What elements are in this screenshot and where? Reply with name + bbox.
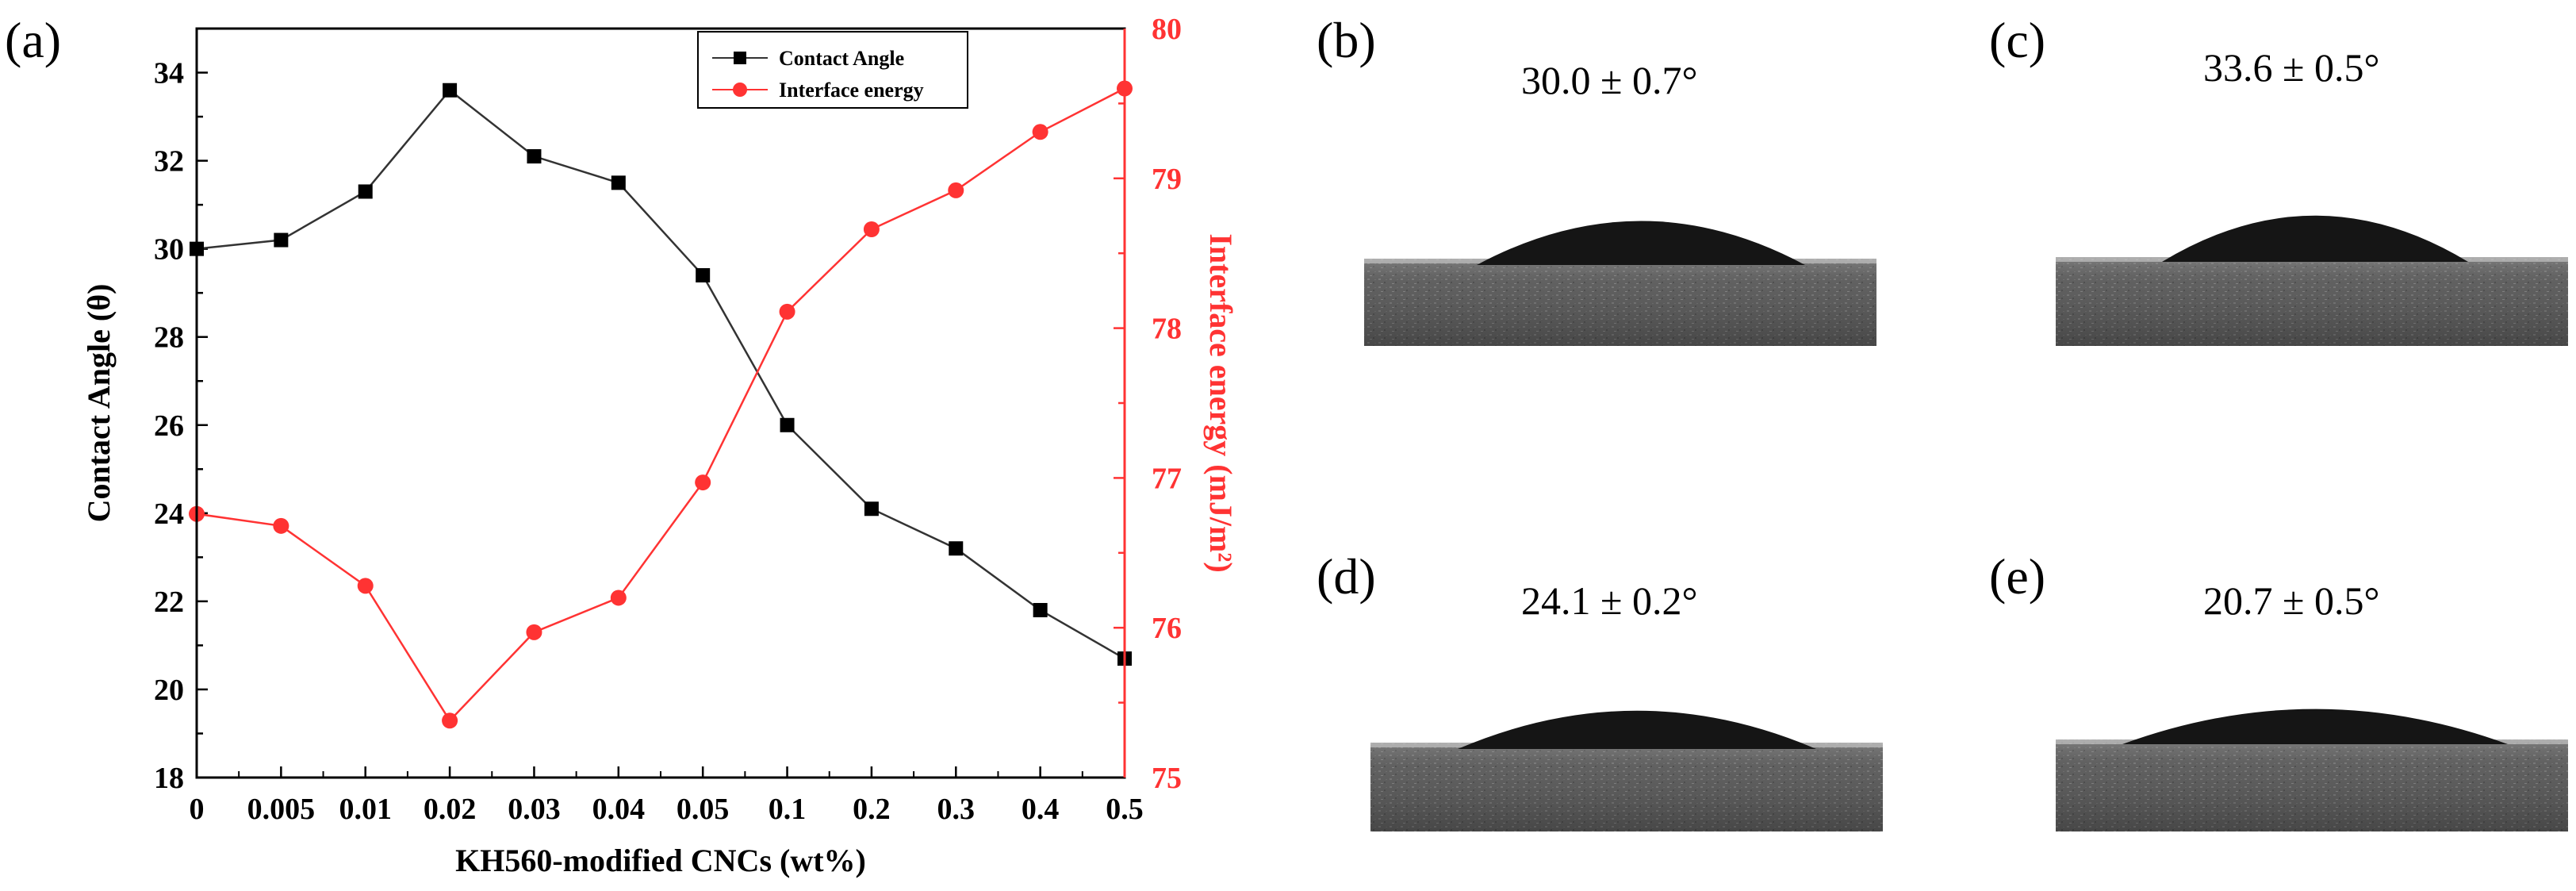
angle-label-d: 24.1 ± 0.2° bbox=[1521, 578, 1697, 623]
series-line-interface-energy bbox=[196, 87, 1125, 723]
series-layer bbox=[189, 80, 1133, 729]
right-tick-label: 77 bbox=[1152, 462, 1182, 495]
droplet-c bbox=[2162, 215, 2468, 262]
point-contact-angle bbox=[1033, 602, 1048, 617]
point-interface-energy bbox=[1032, 124, 1048, 140]
point-interface-energy bbox=[610, 590, 627, 606]
panel-label-e: (e) bbox=[1989, 548, 2045, 605]
right-tick-label: 80 bbox=[1152, 13, 1182, 46]
point-contact-angle bbox=[780, 417, 795, 432]
right-axis-ticks: 75 76 77 78 79 80 bbox=[1114, 13, 1182, 795]
left-tick-label: 20 bbox=[154, 674, 184, 707]
x-tick-label: 0.05 bbox=[677, 793, 730, 826]
point-contact-angle bbox=[949, 541, 964, 556]
point-contact-angle bbox=[864, 501, 879, 517]
right-tick-label: 78 bbox=[1152, 313, 1182, 346]
point-contact-angle bbox=[696, 267, 711, 282]
angle-label-b: 30.0 ± 0.7° bbox=[1521, 58, 1697, 102]
x-tick-label: 0.2 bbox=[853, 793, 891, 826]
right-axis-title: Interface energy (mJ/m²) bbox=[1203, 233, 1239, 572]
x-tick-label: 0.5 bbox=[1106, 793, 1144, 826]
point-interface-energy bbox=[357, 578, 374, 594]
point-contact-angle bbox=[358, 184, 373, 199]
droplet-b bbox=[1477, 221, 1805, 265]
droplet-image-d bbox=[1370, 710, 1883, 831]
right-tick-label: 79 bbox=[1152, 163, 1182, 196]
droplet-panel-d: (d) 24.1 ± 0.2° bbox=[1317, 548, 1883, 831]
droplet-panel-b: (b) 30.0 ± 0.7° bbox=[1317, 12, 1876, 346]
legend-marker-contact-angle bbox=[734, 52, 746, 64]
point-contact-angle bbox=[527, 149, 542, 164]
point-interface-energy bbox=[273, 517, 289, 534]
x-axis-title: KH560-modified CNCs (wt%) bbox=[455, 843, 866, 878]
chart-a: 18 20 22 24 26 28 30 32 34 75 76 77 78 79 80 0 0.005 0.… bbox=[81, 13, 1239, 878]
x-tick-label: 0.1 bbox=[769, 793, 807, 826]
point-interface-energy bbox=[948, 182, 964, 198]
panel-label-d: (d) bbox=[1317, 548, 1376, 605]
x-tick-label: 0.3 bbox=[937, 793, 976, 826]
legend: Contact Angle Interface energy bbox=[697, 31, 968, 109]
left-tick-label: 34 bbox=[154, 57, 184, 90]
droplet-panel-e: (e) 20.7 ± 0.5° bbox=[1989, 548, 2568, 831]
substrate-shade-b bbox=[1364, 259, 1876, 346]
substrate-shade-d bbox=[1370, 743, 1883, 831]
left-tick-label: 28 bbox=[154, 321, 184, 355]
droplet-image-e bbox=[2056, 709, 2568, 831]
x-tick-label: 0.04 bbox=[592, 793, 646, 826]
legend-marker-interface-energy bbox=[733, 83, 747, 97]
left-tick-label: 32 bbox=[154, 145, 184, 179]
left-axis-ticks: 18 20 22 24 26 28 30 32 34 bbox=[154, 27, 208, 795]
point-interface-energy bbox=[526, 624, 542, 640]
x-tick-label: 0.01 bbox=[339, 793, 392, 826]
point-interface-energy bbox=[863, 221, 880, 237]
droplet-image-b bbox=[1364, 221, 1876, 346]
x-tick-label: 0.03 bbox=[508, 793, 561, 826]
point-contact-angle bbox=[274, 232, 289, 248]
angle-label-c: 33.6 ± 0.5° bbox=[2203, 45, 2379, 90]
droplet-image-c bbox=[2056, 215, 2568, 346]
legend-label-contact-angle: Contact Angle bbox=[779, 47, 904, 70]
legend-label-interface-energy: Interface energy bbox=[779, 79, 924, 102]
droplet-d bbox=[1458, 710, 1816, 749]
point-interface-energy bbox=[695, 474, 711, 491]
left-tick-label: 18 bbox=[154, 762, 184, 795]
x-tick-label: 0.4 bbox=[1022, 793, 1060, 826]
point-interface-energy bbox=[779, 303, 795, 320]
point-contact-angle bbox=[443, 83, 458, 98]
left-tick-label: 22 bbox=[154, 586, 184, 619]
angle-label-e: 20.7 ± 0.5° bbox=[2203, 578, 2379, 623]
left-tick-label: 24 bbox=[154, 497, 184, 531]
panel-label-c: (c) bbox=[1989, 12, 2045, 68]
x-axis-ticks: 0 0.005 0.01 0.02 0.03 0.04 0.05 0.1 0.2 0.3 0.4 0.… bbox=[190, 766, 1144, 826]
droplet-panel-c: (c) 33.6 ± 0.5° bbox=[1989, 12, 2568, 346]
panel-label-a: (a) bbox=[5, 12, 61, 68]
point-contact-angle bbox=[611, 175, 626, 190]
left-tick-label: 30 bbox=[154, 233, 184, 267]
substrate-shade-c bbox=[2056, 257, 2568, 346]
plot-frame bbox=[195, 27, 1126, 779]
substrate-shade-e bbox=[2056, 739, 2568, 831]
point-interface-energy bbox=[442, 712, 458, 729]
series-line-contact-angle bbox=[196, 89, 1125, 660]
panel-label-b: (b) bbox=[1317, 12, 1376, 68]
droplet-e bbox=[2122, 709, 2508, 744]
left-tick-label: 26 bbox=[154, 409, 184, 443]
x-tick-label: 0.02 bbox=[424, 793, 477, 826]
right-tick-label: 75 bbox=[1152, 762, 1182, 795]
x-tick-label: 0 bbox=[190, 793, 205, 826]
left-axis-title: Contact Angle (θ) bbox=[81, 284, 117, 523]
x-tick-label: 0.005 bbox=[247, 793, 316, 826]
right-tick-label: 76 bbox=[1152, 612, 1182, 645]
